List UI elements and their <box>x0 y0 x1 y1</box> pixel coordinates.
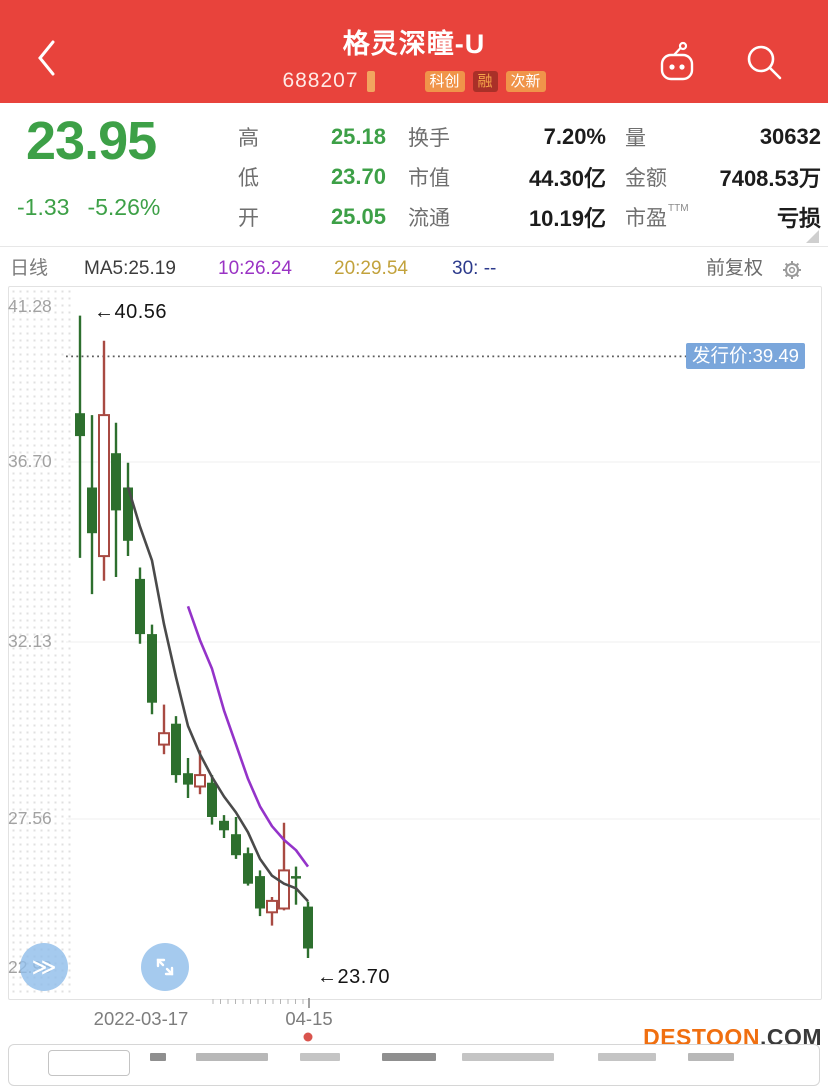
stat-market-cap: 市值 44.30亿 <box>408 161 606 193</box>
y-axis-tick: 32.13 <box>8 631 52 651</box>
stock-code: 688207 <box>282 69 359 92</box>
stat-label: 金额 <box>625 167 667 190</box>
zoom-resize-button[interactable] <box>141 943 189 991</box>
stat-open: 开 25.05 <box>238 201 386 233</box>
price-change: -1.33 <box>17 194 70 220</box>
stat-label: 市值 <box>408 167 450 190</box>
back-button[interactable] <box>34 38 60 78</box>
text-cursor <box>366 70 375 92</box>
chevron-left-icon <box>38 40 55 76</box>
search-icon <box>747 45 782 80</box>
period-selector-daily[interactable]: 日线 <box>10 258 49 279</box>
y-axis-tick: 27.56 <box>8 808 52 828</box>
stat-value: 25.18 <box>330 124 386 149</box>
stat-label: 低 <box>238 167 259 190</box>
stat-label: 换手 <box>408 127 450 150</box>
section-divider <box>0 246 828 247</box>
clipped-text-fragment <box>598 1053 656 1061</box>
assistant-robot-button[interactable] <box>654 40 700 86</box>
stat-label: 高 <box>238 127 259 150</box>
stat-volume: 量 30632 <box>625 121 821 153</box>
price-change-percent: -5.26% <box>87 194 161 220</box>
stat-value: 7408.53万 <box>719 166 821 191</box>
stat-float-cap: 流通 10.19亿 <box>408 201 606 233</box>
badge-star-market: 科创 <box>424 70 465 92</box>
stat-high: 高 25.18 <box>238 121 386 153</box>
stat-value: 30632 <box>759 124 821 149</box>
badge-margin: 融 <box>472 70 498 92</box>
ma10-legend[interactable]: 10:26.24 <box>218 258 292 279</box>
stat-value: 23.70 <box>330 164 386 189</box>
last-price: 23.95 <box>26 111 157 171</box>
stock-subheader: 688207 科创 融 次新 <box>0 68 828 94</box>
gear-icon <box>783 261 801 279</box>
search-button[interactable] <box>742 40 786 84</box>
page-title: 格灵深瞳-U <box>342 29 486 59</box>
clipped-text-fragment <box>688 1053 734 1061</box>
stat-label: 市盈TTM <box>625 203 689 230</box>
quote-resize-handle[interactable] <box>806 230 819 243</box>
price-change-row: -1.33 -5.26% <box>17 194 160 221</box>
clipped-text-fragment <box>196 1053 268 1061</box>
stat-value: 44.30亿 <box>528 166 606 191</box>
robot-icon <box>660 41 694 81</box>
low-annotation: ←23.70 <box>317 966 391 988</box>
ttm-superscript: TTM <box>668 203 689 214</box>
x-axis-label-start: 2022-03-17 <box>93 1008 189 1029</box>
x-axis-label-end: 04-15 <box>285 1008 333 1029</box>
chart-panel-border <box>8 286 822 1000</box>
stat-label: 量 <box>625 127 646 150</box>
stat-value: 7.20% <box>543 124 606 149</box>
stat-value: 10.19亿 <box>528 206 606 231</box>
stat-low: 低 23.70 <box>238 161 386 193</box>
double-chevron-icon: ≫ <box>31 953 57 981</box>
stat-label: 开 <box>238 207 259 230</box>
clipped-text-fragment <box>150 1053 166 1061</box>
clipped-text-fragment <box>382 1053 436 1061</box>
stat-amount: 金额 7408.53万 <box>625 161 821 193</box>
ma5-legend[interactable]: MA5:25.19 <box>84 258 176 279</box>
stat-turnover: 换手 7.20% <box>408 121 606 153</box>
clipped-footer-button[interactable] <box>48 1050 130 1076</box>
clipped-text-fragment <box>462 1053 554 1061</box>
pan-left-button[interactable]: ≫ <box>20 943 68 991</box>
app-header: 格灵深瞳-U 688207 科创 融 次新 <box>0 0 828 103</box>
spacer <box>383 81 417 82</box>
adjust-mode-button[interactable]: 前复权 <box>706 258 764 279</box>
ipo-price-badge: 发行价:39.49 <box>686 343 805 369</box>
badge-new-stock: 次新 <box>505 70 546 92</box>
ma30-legend[interactable]: 30: -- <box>452 258 497 279</box>
y-axis-tick: 36.70 <box>8 451 52 471</box>
stat-pe-ttm: 市盈TTM 亏损 <box>625 201 821 233</box>
high-annotation: ←40.56 <box>94 301 168 323</box>
stat-value: 亏损 <box>776 206 821 231</box>
chart-settings-button[interactable] <box>780 258 804 282</box>
stat-value: 25.05 <box>330 204 386 229</box>
clipped-text-fragment <box>300 1053 340 1061</box>
expand-arrows-icon <box>156 958 174 976</box>
ma20-legend[interactable]: 20:29.54 <box>334 258 408 279</box>
stat-label: 流通 <box>408 207 450 230</box>
y-axis-tick: 41.28 <box>8 296 52 316</box>
chart-left-dot-texture <box>10 288 74 996</box>
